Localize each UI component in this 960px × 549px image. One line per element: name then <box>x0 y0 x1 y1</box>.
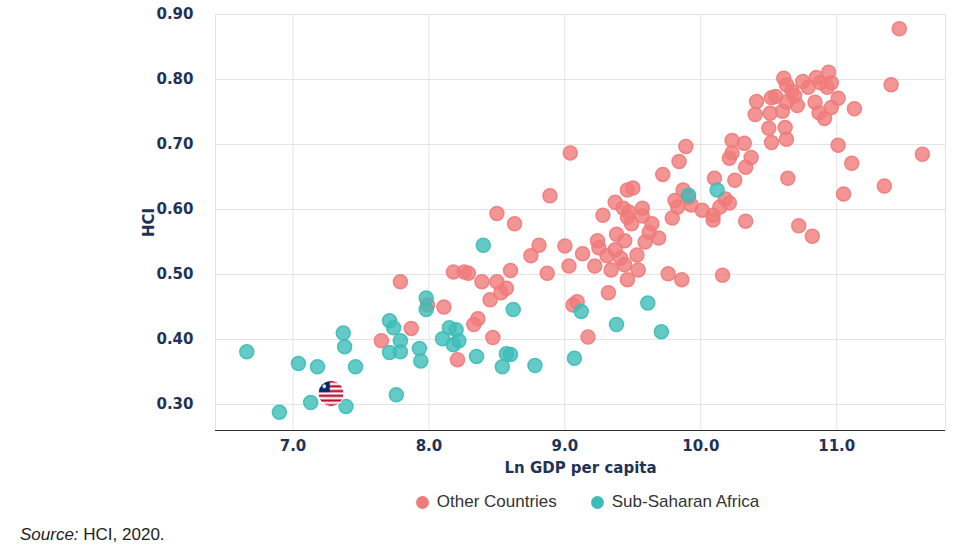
svg-text:0.50: 0.50 <box>156 265 193 283</box>
html-text:Source: HCI, 2020.: Source: HCI, 2020. <box>20 525 165 544</box>
svg-text:8.0: 8.0 <box>416 437 443 455</box>
svg-text:Ln GDP per capita: Ln GDP per capita <box>504 459 656 477</box>
svg-text:0.80: 0.80 <box>156 70 193 88</box>
html-text:Other Countries: Other Countries <box>436 492 557 511</box>
svg-text:0.40: 0.40 <box>156 330 193 348</box>
svg-text:0.70: 0.70 <box>156 135 193 153</box>
svg-text:11.0: 11.0 <box>818 437 855 455</box>
svg-text:10.0: 10.0 <box>682 437 719 455</box>
svg-text:7.0: 7.0 <box>280 437 307 455</box>
svg-text:HCI: HCI <box>140 208 158 237</box>
svg-text:0.90: 0.90 <box>156 5 193 23</box>
svg-text:0.30: 0.30 <box>156 395 193 413</box>
html-text:Sub-Saharan Africa: Sub-Saharan Africa <box>611 492 760 511</box>
svg-text:9.0: 9.0 <box>552 437 579 455</box>
svg-text:0.60: 0.60 <box>156 200 193 218</box>
